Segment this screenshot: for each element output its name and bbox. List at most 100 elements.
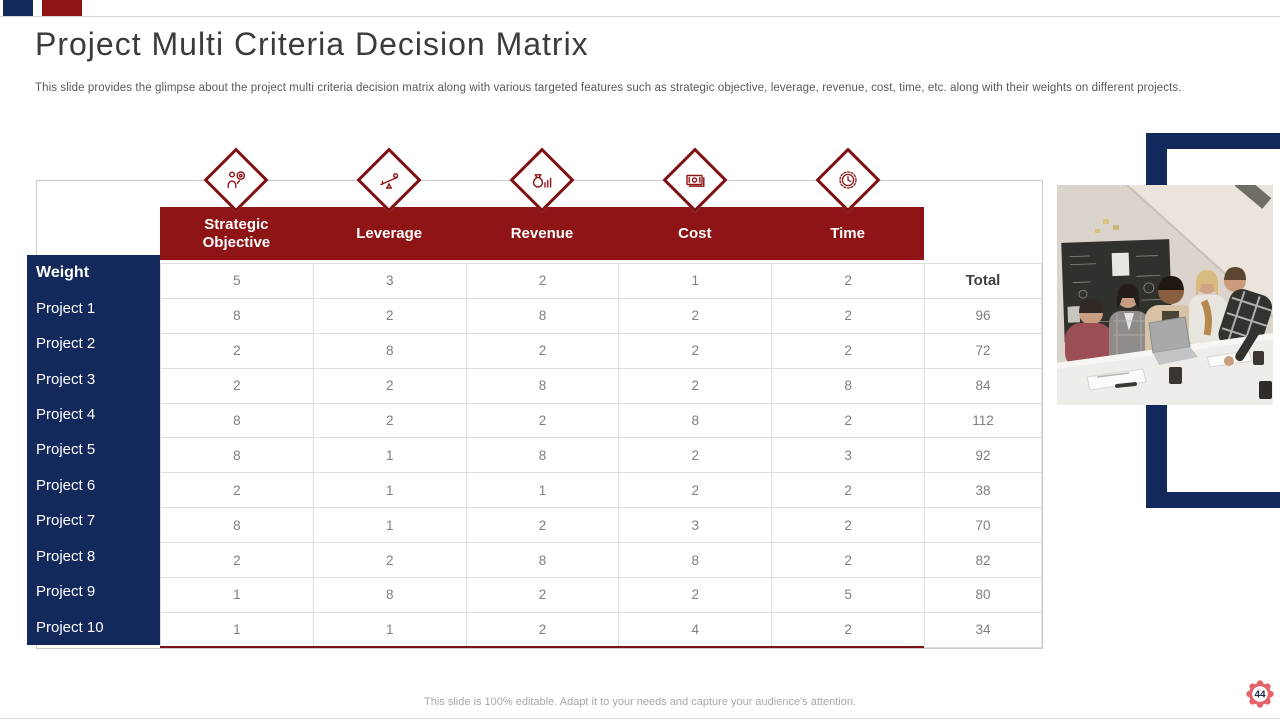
page-number: 44 [1254, 690, 1266, 701]
matrix-cell: 2 [466, 612, 620, 648]
cost-icon [683, 168, 707, 192]
weight-cell: 2 [466, 264, 620, 299]
header-cell-cost: Cost [678, 224, 712, 242]
corner-navy-square [3, 0, 33, 16]
matrix-cell: 2 [772, 473, 925, 509]
decor-frame-bottom [1146, 492, 1280, 508]
matrix-cell: 5 [772, 578, 925, 613]
row-label-project-4: Project 4 [36, 406, 96, 424]
matrix-cell: 1 [313, 508, 467, 544]
matrix-cell: 2 [161, 543, 314, 579]
total-cell: 70 [924, 508, 1042, 544]
matrix-cell: 2 [619, 298, 773, 334]
matrix-cell: 2 [619, 368, 773, 404]
total-cell: 96 [924, 298, 1042, 334]
total-cell: 82 [924, 543, 1042, 579]
matrix-cell: 2 [772, 333, 925, 369]
revenue-icon [530, 168, 554, 192]
slide-subtitle: This slide provides the glimpse about th… [35, 82, 1182, 94]
matrix-cell: 8 [466, 438, 620, 474]
matrix-cell: 1 [313, 473, 467, 509]
table-bottom-red-line [160, 646, 924, 648]
matrix-cell: 2 [161, 333, 314, 369]
matrix-cell: 8 [619, 543, 773, 579]
header-cell-strategic-objective: Strategic Objective [202, 216, 271, 251]
matrix-cell: 8 [313, 578, 467, 613]
matrix-cell: 3 [772, 438, 925, 474]
page-number-gear-badge: 44 [1246, 680, 1274, 708]
matrix-cell: 8 [772, 368, 925, 404]
total-cell: 34 [924, 612, 1042, 648]
criterion-diamond-revenue [509, 147, 575, 213]
total-cell: 38 [924, 473, 1042, 509]
matrix-cell: 8 [313, 333, 467, 369]
weight-cell: 2 [772, 264, 925, 299]
matrix-cell: 2 [466, 508, 620, 544]
matrix-cell: 2 [619, 438, 773, 474]
criterion-diamond-cost [662, 147, 728, 213]
criterion-diamond-strategic-objective [203, 147, 269, 213]
bottom-divider-line [0, 718, 1280, 719]
decor-frame-top [1146, 133, 1280, 149]
row-label-project-10: Project 10 [36, 618, 104, 636]
total-cell: 80 [924, 578, 1042, 613]
matrix-cell: 2 [772, 543, 925, 579]
row-label-project-6: Project 6 [36, 476, 96, 494]
matrix-header-row: Strategic Objective Leverage Revenue Cos… [160, 207, 924, 260]
matrix-cell: 2 [772, 612, 925, 648]
strategic-objective-icon [224, 168, 248, 192]
total-cell: 92 [924, 438, 1042, 474]
header-cell-time: Time [830, 224, 865, 242]
matrix-cell: 8 [466, 298, 620, 334]
matrix-cell: 1 [313, 438, 467, 474]
matrix-cell: 4 [619, 612, 773, 648]
matrix-cell: 2 [619, 473, 773, 509]
row-label-weight: Weight [36, 263, 90, 281]
matrix-cell: 2 [313, 368, 467, 404]
matrix-grid: 5 3 2 1 2 Total 8 2 8 2 2 96 2 8 2 2 2 72 2 2 8 2 8 84 8 2 2 8 2 112 8… [160, 263, 1042, 648]
weight-cell: 1 [619, 264, 773, 299]
matrix-cell: 2 [772, 298, 925, 334]
leverage-icon [377, 168, 401, 192]
matrix-cell: 8 [161, 403, 314, 439]
project-label-column: Weight Project 1 Project 2 Project 3 Project… [27, 255, 160, 645]
matrix-cell: 8 [619, 403, 773, 439]
team-photo [1057, 185, 1273, 405]
matrix-cell: 3 [619, 508, 773, 544]
matrix-cell: 1 [161, 612, 314, 648]
page-title: Project Multi Criteria Decision Matrix [35, 26, 589, 62]
row-label-project-2: Project 2 [36, 335, 96, 353]
matrix-cell: 1 [313, 612, 467, 648]
weight-cell: 3 [313, 264, 467, 299]
matrix-cell: 2 [772, 403, 925, 439]
total-cell: 84 [924, 368, 1042, 404]
header-cell-leverage: Leverage [356, 224, 423, 242]
row-label-project-3: Project 3 [36, 370, 96, 388]
matrix-cell: 2 [619, 333, 773, 369]
matrix-cell: 8 [466, 368, 620, 404]
header-cell-revenue: Revenue [510, 224, 574, 242]
matrix-cell: 2 [313, 543, 467, 579]
matrix-cell: 2 [466, 333, 620, 369]
row-label-project-9: Project 9 [36, 583, 96, 601]
corner-red-square [42, 0, 82, 16]
row-label-project-8: Project 8 [36, 547, 96, 565]
total-cell: 72 [924, 333, 1042, 369]
total-header-cell: Total [924, 264, 1042, 299]
matrix-cell: 8 [161, 298, 314, 334]
matrix-cell: 2 [161, 368, 314, 404]
matrix-cell: 1 [161, 578, 314, 613]
matrix-cell: 8 [466, 543, 620, 579]
matrix-cell: 1 [466, 473, 620, 509]
row-label-project-5: Project 5 [36, 441, 96, 459]
matrix-cell: 8 [161, 508, 314, 544]
matrix-cell: 2 [161, 473, 314, 509]
matrix-cell: 2 [772, 508, 925, 544]
row-label-project-1: Project 1 [36, 299, 96, 317]
criterion-diamond-leverage [356, 147, 422, 213]
footer-note: This slide is 100% editable. Adapt it to… [424, 696, 856, 708]
total-cell: 112 [924, 403, 1042, 439]
matrix-cell: 2 [313, 298, 467, 334]
top-divider-line [0, 16, 1280, 17]
